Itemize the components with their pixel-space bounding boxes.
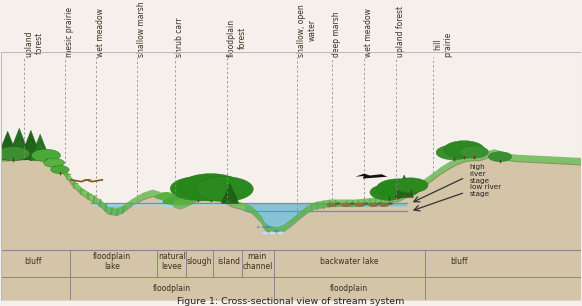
- Circle shape: [393, 178, 428, 193]
- Circle shape: [268, 232, 276, 235]
- Text: floodplain
forest: floodplain forest: [227, 18, 247, 57]
- Circle shape: [44, 159, 65, 167]
- Circle shape: [261, 232, 269, 235]
- Polygon shape: [7, 128, 31, 159]
- Polygon shape: [1, 156, 581, 300]
- Circle shape: [51, 166, 69, 174]
- Polygon shape: [356, 174, 370, 177]
- Polygon shape: [396, 181, 412, 194]
- Text: natural
levee: natural levee: [158, 252, 186, 271]
- Polygon shape: [0, 131, 19, 160]
- Circle shape: [459, 146, 488, 158]
- Circle shape: [377, 179, 420, 198]
- Text: deep marsh: deep marsh: [332, 11, 340, 57]
- Text: wet meadow: wet meadow: [364, 8, 372, 57]
- Polygon shape: [395, 175, 413, 197]
- Bar: [1, 250, 581, 299]
- Circle shape: [354, 203, 365, 207]
- Circle shape: [350, 202, 355, 205]
- Circle shape: [173, 198, 187, 205]
- Circle shape: [170, 177, 226, 200]
- Text: floodplain: floodplain: [153, 284, 191, 293]
- Circle shape: [335, 202, 341, 205]
- Text: upland forest: upland forest: [396, 6, 404, 57]
- Circle shape: [368, 203, 379, 207]
- Text: low river
stage: low river stage: [470, 184, 501, 197]
- Circle shape: [182, 200, 194, 205]
- Circle shape: [436, 145, 471, 160]
- Text: mesic prairie: mesic prairie: [65, 7, 73, 57]
- Text: high
river
stage: high river stage: [470, 164, 490, 184]
- Polygon shape: [10, 145, 28, 151]
- Polygon shape: [257, 226, 260, 228]
- Circle shape: [370, 184, 407, 200]
- Polygon shape: [20, 130, 42, 160]
- Polygon shape: [83, 179, 93, 180]
- Circle shape: [379, 203, 389, 207]
- Text: floodplain: floodplain: [330, 284, 368, 293]
- Text: island: island: [217, 257, 240, 266]
- Circle shape: [276, 232, 285, 235]
- Circle shape: [387, 202, 393, 205]
- Polygon shape: [0, 147, 16, 152]
- Polygon shape: [363, 174, 388, 179]
- Polygon shape: [221, 184, 239, 203]
- Text: shallow, open
water: shallow, open water: [297, 4, 316, 57]
- Circle shape: [155, 194, 168, 200]
- Circle shape: [443, 141, 484, 158]
- Polygon shape: [22, 139, 40, 155]
- Polygon shape: [308, 203, 407, 212]
- Polygon shape: [91, 203, 407, 207]
- Circle shape: [159, 192, 173, 198]
- Text: shallow marsh: shallow marsh: [137, 1, 146, 57]
- Polygon shape: [260, 226, 274, 229]
- Circle shape: [377, 202, 382, 205]
- Text: bluff: bluff: [24, 257, 41, 266]
- Polygon shape: [224, 194, 236, 198]
- Text: shrub carr: shrub carr: [175, 17, 184, 57]
- Circle shape: [179, 174, 243, 201]
- Polygon shape: [158, 199, 187, 209]
- Circle shape: [178, 198, 190, 203]
- Circle shape: [327, 203, 337, 207]
- Polygon shape: [82, 203, 143, 215]
- Polygon shape: [1, 149, 581, 234]
- Text: slough: slough: [186, 257, 212, 266]
- Circle shape: [168, 196, 182, 202]
- Circle shape: [164, 194, 178, 200]
- Polygon shape: [223, 189, 237, 201]
- Circle shape: [363, 202, 368, 205]
- Text: backwater lake: backwater lake: [320, 257, 378, 266]
- Polygon shape: [9, 137, 30, 155]
- Circle shape: [173, 200, 185, 205]
- Circle shape: [31, 149, 61, 162]
- Text: bluff: bluff: [450, 257, 468, 266]
- Text: Figure 1: Cross-sectional view of stream system: Figure 1: Cross-sectional view of stream…: [178, 297, 404, 306]
- Circle shape: [195, 177, 253, 201]
- Polygon shape: [0, 139, 17, 156]
- Polygon shape: [30, 134, 51, 160]
- Polygon shape: [244, 203, 308, 234]
- Text: hill
prairie: hill prairie: [433, 31, 453, 57]
- Text: wet meadow: wet meadow: [97, 8, 105, 57]
- Text: upland
forest: upland forest: [24, 30, 43, 57]
- Polygon shape: [33, 148, 48, 153]
- Polygon shape: [269, 230, 282, 233]
- Polygon shape: [398, 187, 411, 191]
- Text: main
channel: main channel: [242, 252, 272, 271]
- Circle shape: [0, 147, 30, 161]
- Polygon shape: [23, 146, 38, 152]
- Circle shape: [488, 152, 512, 162]
- Circle shape: [341, 203, 352, 207]
- Circle shape: [162, 198, 177, 205]
- Text: floodplain
lake: floodplain lake: [93, 252, 131, 271]
- Polygon shape: [267, 230, 269, 233]
- Polygon shape: [31, 142, 49, 157]
